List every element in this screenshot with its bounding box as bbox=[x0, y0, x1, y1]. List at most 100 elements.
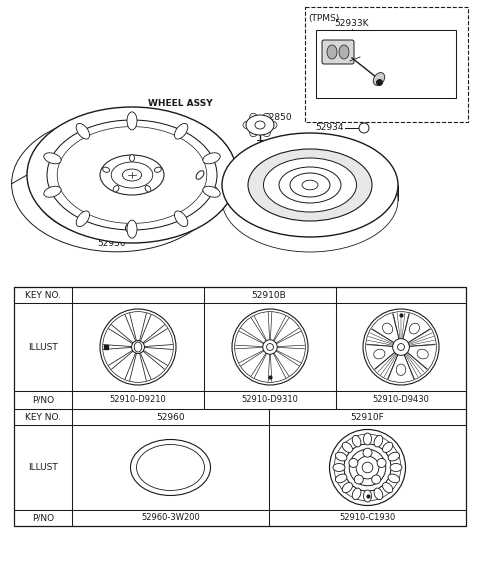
Ellipse shape bbox=[352, 488, 361, 499]
Ellipse shape bbox=[128, 226, 132, 230]
Text: WHEEL ASSY: WHEEL ASSY bbox=[148, 100, 213, 108]
Ellipse shape bbox=[222, 133, 398, 237]
Ellipse shape bbox=[373, 72, 385, 86]
Circle shape bbox=[366, 312, 436, 382]
Circle shape bbox=[393, 339, 409, 355]
Text: ILLUST: ILLUST bbox=[28, 343, 58, 352]
Ellipse shape bbox=[103, 167, 109, 172]
Ellipse shape bbox=[262, 113, 270, 123]
Ellipse shape bbox=[383, 442, 393, 453]
Ellipse shape bbox=[196, 170, 204, 180]
Text: 52933K: 52933K bbox=[335, 19, 369, 29]
Ellipse shape bbox=[203, 186, 220, 197]
Text: 52910-D9430: 52910-D9430 bbox=[372, 396, 430, 405]
Ellipse shape bbox=[44, 186, 61, 197]
Ellipse shape bbox=[243, 121, 253, 129]
Circle shape bbox=[100, 309, 176, 385]
Text: P/NO: P/NO bbox=[32, 396, 54, 405]
Bar bbox=[14, 287, 466, 526]
Ellipse shape bbox=[32, 129, 202, 239]
Circle shape bbox=[363, 448, 372, 457]
Circle shape bbox=[266, 344, 274, 351]
Ellipse shape bbox=[264, 158, 357, 212]
Ellipse shape bbox=[100, 155, 164, 195]
Ellipse shape bbox=[409, 323, 420, 334]
Bar bbox=[305, 7, 468, 122]
Ellipse shape bbox=[127, 220, 137, 238]
Ellipse shape bbox=[174, 211, 188, 227]
Ellipse shape bbox=[250, 113, 258, 123]
Ellipse shape bbox=[374, 349, 385, 359]
Ellipse shape bbox=[336, 474, 347, 483]
Text: P/NO: P/NO bbox=[32, 514, 54, 523]
Ellipse shape bbox=[336, 452, 347, 461]
Ellipse shape bbox=[174, 123, 188, 139]
Text: 52950: 52950 bbox=[98, 238, 126, 247]
Circle shape bbox=[359, 123, 369, 133]
Ellipse shape bbox=[136, 445, 204, 491]
Ellipse shape bbox=[262, 127, 270, 137]
Ellipse shape bbox=[44, 153, 61, 164]
Circle shape bbox=[397, 344, 405, 351]
Ellipse shape bbox=[131, 439, 211, 495]
Ellipse shape bbox=[111, 162, 153, 188]
Ellipse shape bbox=[76, 211, 90, 227]
Ellipse shape bbox=[374, 435, 383, 447]
Ellipse shape bbox=[396, 364, 406, 376]
Circle shape bbox=[349, 458, 358, 467]
Ellipse shape bbox=[248, 149, 372, 221]
Ellipse shape bbox=[27, 107, 237, 243]
Ellipse shape bbox=[383, 483, 393, 492]
Text: KIA: KIA bbox=[162, 462, 179, 473]
Ellipse shape bbox=[390, 463, 402, 471]
Ellipse shape bbox=[125, 223, 134, 233]
Ellipse shape bbox=[302, 180, 318, 190]
Text: 52910-C1930: 52910-C1930 bbox=[339, 514, 396, 523]
Ellipse shape bbox=[12, 116, 222, 252]
Text: 52960: 52960 bbox=[156, 413, 185, 421]
Circle shape bbox=[103, 312, 173, 382]
Ellipse shape bbox=[327, 45, 337, 59]
Text: 52933D: 52933D bbox=[384, 63, 420, 72]
Text: 62850: 62850 bbox=[263, 113, 292, 123]
Circle shape bbox=[235, 312, 305, 382]
Ellipse shape bbox=[290, 173, 330, 197]
Ellipse shape bbox=[211, 188, 217, 194]
Circle shape bbox=[372, 475, 381, 484]
Ellipse shape bbox=[134, 342, 142, 352]
Ellipse shape bbox=[113, 186, 119, 192]
Ellipse shape bbox=[122, 169, 142, 181]
Circle shape bbox=[354, 475, 363, 484]
Ellipse shape bbox=[222, 148, 398, 252]
Text: 52910B: 52910B bbox=[252, 291, 287, 299]
Ellipse shape bbox=[279, 167, 341, 203]
Ellipse shape bbox=[339, 45, 349, 59]
Ellipse shape bbox=[267, 121, 277, 129]
Ellipse shape bbox=[255, 121, 265, 129]
Text: KEY NO.: KEY NO. bbox=[25, 291, 61, 299]
Ellipse shape bbox=[250, 127, 258, 137]
FancyBboxPatch shape bbox=[322, 40, 354, 64]
Circle shape bbox=[329, 430, 406, 506]
Ellipse shape bbox=[383, 323, 393, 334]
Ellipse shape bbox=[155, 167, 161, 172]
Ellipse shape bbox=[342, 442, 352, 453]
Ellipse shape bbox=[374, 488, 383, 499]
Ellipse shape bbox=[203, 153, 220, 164]
Ellipse shape bbox=[363, 433, 372, 445]
Ellipse shape bbox=[363, 490, 372, 502]
Bar bbox=[316, 30, 456, 98]
Text: 52960-3W200: 52960-3W200 bbox=[141, 514, 200, 523]
Ellipse shape bbox=[130, 154, 134, 161]
Text: 52934: 52934 bbox=[315, 124, 344, 132]
Ellipse shape bbox=[417, 349, 428, 359]
Ellipse shape bbox=[47, 120, 217, 230]
Circle shape bbox=[377, 458, 386, 467]
Ellipse shape bbox=[342, 483, 352, 492]
Ellipse shape bbox=[127, 112, 137, 130]
Text: 52910-D9310: 52910-D9310 bbox=[241, 396, 299, 405]
Circle shape bbox=[334, 434, 401, 501]
Circle shape bbox=[132, 340, 144, 353]
Circle shape bbox=[362, 462, 373, 473]
Circle shape bbox=[356, 456, 379, 479]
